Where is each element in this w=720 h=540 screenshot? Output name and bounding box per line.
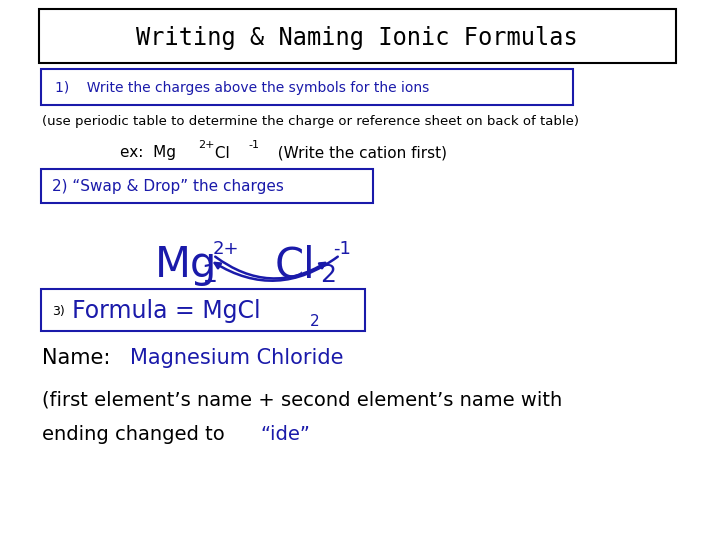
Text: Formula = MgCl: Formula = MgCl [72,299,261,323]
Text: Mg: Mg [155,244,217,286]
FancyBboxPatch shape [41,69,573,105]
Text: -1: -1 [248,140,259,150]
Text: 2+: 2+ [198,140,215,150]
Text: 3): 3) [52,305,65,318]
Text: 1: 1 [201,263,217,287]
Text: Magnesium Chloride: Magnesium Chloride [130,348,343,368]
Text: 2) “Swap & Drop” the charges: 2) “Swap & Drop” the charges [52,179,284,194]
Text: (first element’s name + second element’s name with: (first element’s name + second element’s… [42,390,562,409]
Text: 1)    Write the charges above the symbols for the ions: 1) Write the charges above the symbols f… [55,81,429,95]
Text: Cl: Cl [275,244,315,286]
FancyBboxPatch shape [41,289,365,331]
Text: -1: -1 [333,240,351,258]
Text: Name:: Name: [42,348,124,368]
Text: 2+: 2+ [213,240,240,258]
Text: (use periodic table to determine the charge or reference sheet on back of table): (use periodic table to determine the cha… [42,116,579,129]
Text: 2: 2 [310,314,320,328]
Text: ex:  Mg: ex: Mg [120,145,176,160]
Text: Writing & Naming Ionic Formulas: Writing & Naming Ionic Formulas [136,26,578,50]
Text: ending changed to: ending changed to [42,426,231,444]
Text: “ide”: “ide” [260,426,310,444]
Text: (Write the cation first): (Write the cation first) [268,145,447,160]
FancyBboxPatch shape [41,169,373,203]
Text: 2: 2 [320,263,336,287]
FancyBboxPatch shape [39,9,676,63]
Text: Cl: Cl [210,145,230,160]
